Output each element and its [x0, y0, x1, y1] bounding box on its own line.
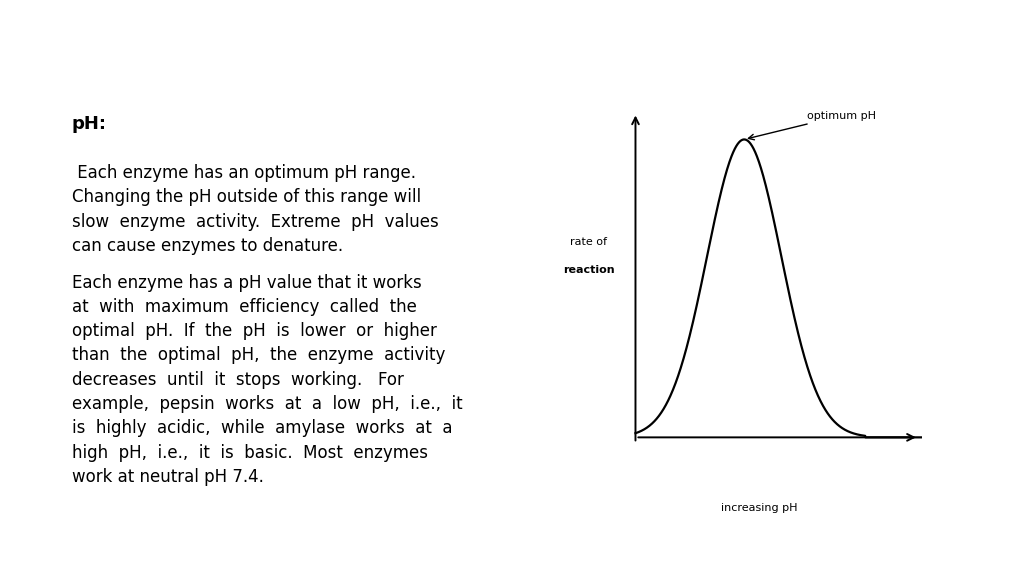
Text: pH:: pH: — [72, 115, 106, 133]
Text: Each enzyme has a pH value that it works
at  with  maximum  efficiency  called  : Each enzyme has a pH value that it works… — [72, 274, 462, 486]
Text: increasing pH: increasing pH — [721, 503, 798, 513]
Text: rate of: rate of — [570, 237, 607, 247]
Text: optimum pH: optimum pH — [749, 111, 877, 140]
Text: Each enzyme has an optimum pH range.
Changing the pH outside of this range will
: Each enzyme has an optimum pH range. Cha… — [72, 164, 438, 255]
Text: reaction: reaction — [563, 264, 614, 275]
